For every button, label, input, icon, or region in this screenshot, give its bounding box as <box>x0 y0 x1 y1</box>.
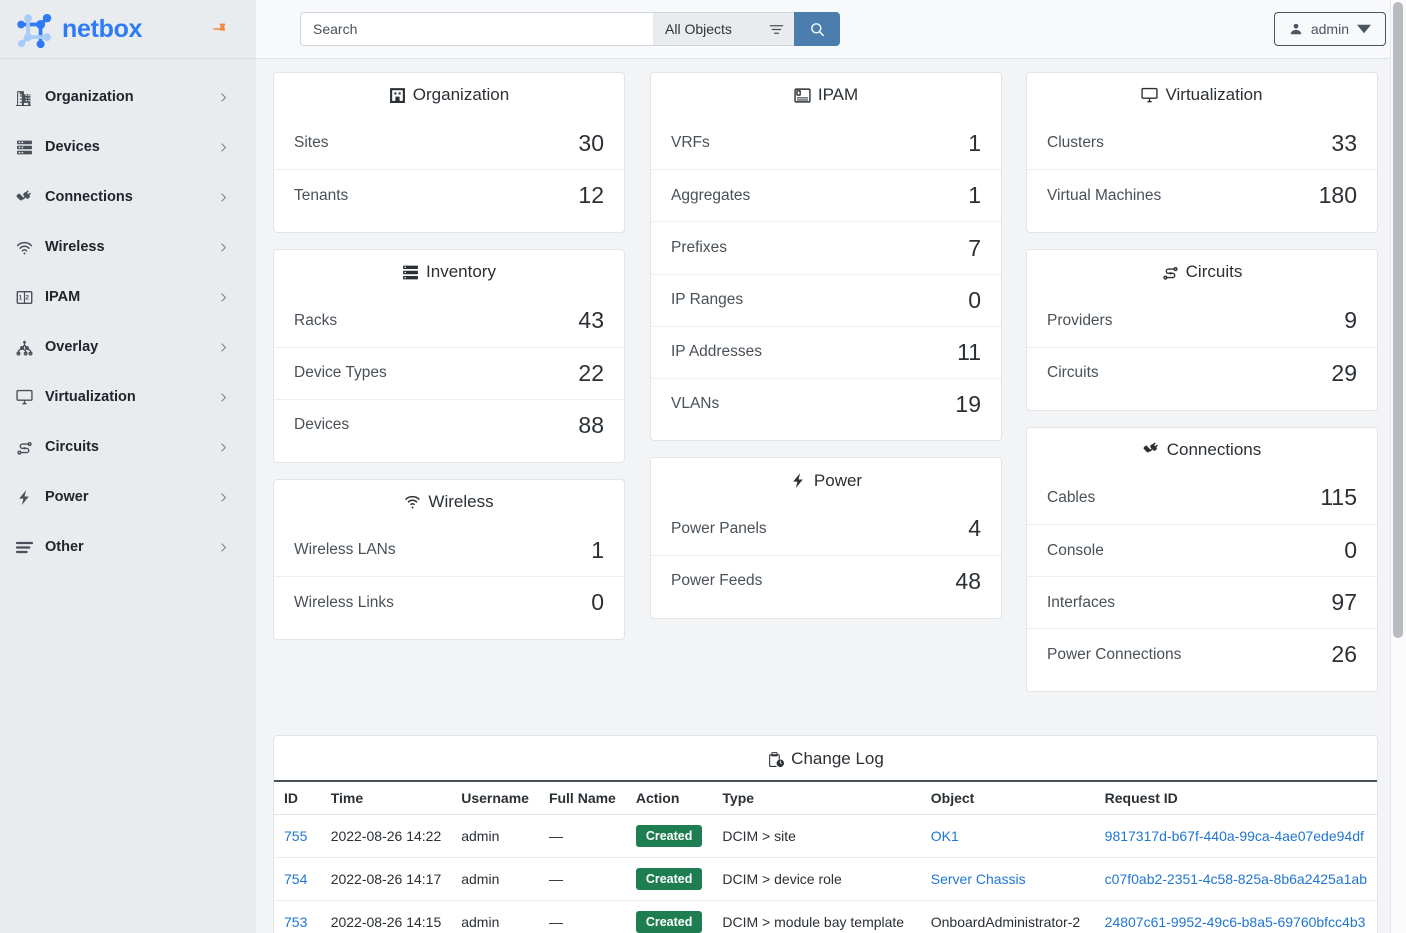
svg-text:1: 1 <box>18 294 22 301</box>
svg-text:2: 2 <box>25 294 29 301</box>
